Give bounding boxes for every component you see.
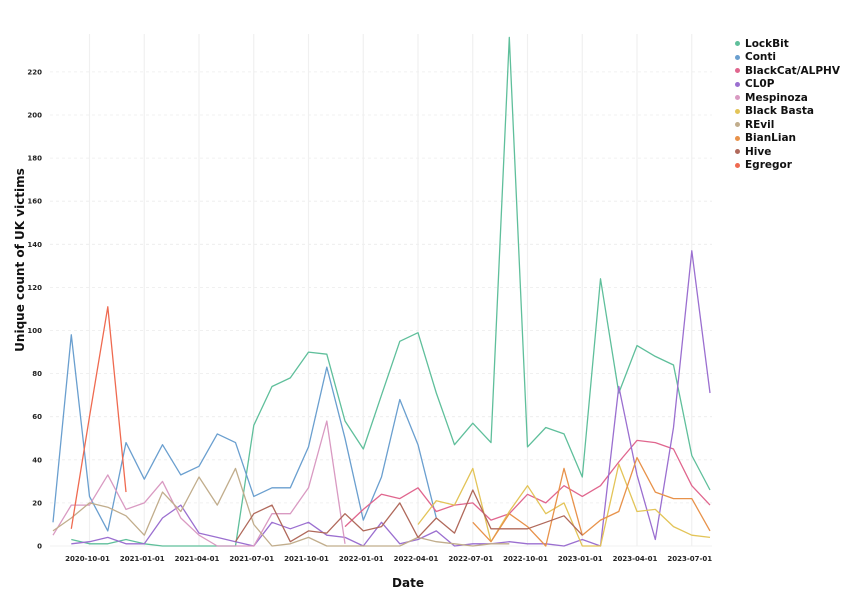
y-tick-label: 180 xyxy=(27,155,42,163)
y-axis-title: Unique count of UK victims xyxy=(13,168,27,352)
legend-label: Hive xyxy=(745,145,772,158)
y-tick-label: 140 xyxy=(27,241,42,249)
series-line-mespinoza xyxy=(52,420,346,547)
legend-dot-icon xyxy=(735,68,740,74)
x-tick-label: 2023-04-01 xyxy=(613,555,658,563)
y-tick-label: 120 xyxy=(27,284,42,292)
x-axis-title: Date xyxy=(392,576,424,590)
x-axis: 2020-10-01 2021-01-01 2021-04-01 2021-07-01… xyxy=(65,555,712,563)
legend-dot-icon xyxy=(735,122,740,128)
legend-item-hive[interactable]: Hive xyxy=(735,145,840,159)
series-line-cl0p xyxy=(71,250,711,547)
legend-label: Conti xyxy=(745,51,777,64)
y-tick-label: 40 xyxy=(32,456,42,464)
legend-label: REvil xyxy=(745,118,775,131)
series-lines xyxy=(52,36,711,547)
series-line-blackcat-alphv xyxy=(344,439,711,528)
x-tick-label: 2020-10-01 xyxy=(65,555,110,563)
legend-item-egregor[interactable]: Egregor xyxy=(735,159,840,173)
series-line-hive xyxy=(234,489,583,543)
legend-item-black-basta[interactable]: Black Basta xyxy=(735,105,840,119)
legend-dot-icon xyxy=(735,54,740,60)
x-tick-label: 2022-07-01 xyxy=(448,555,493,563)
y-axis: 0 20 40 60 80 100 120 140 160 180 200 220 xyxy=(27,68,42,550)
x-tick-label: 2021-01-01 xyxy=(120,555,165,563)
grid xyxy=(50,34,712,547)
x-tick-label: 2022-10-01 xyxy=(503,555,548,563)
x-tick-label: 2021-07-01 xyxy=(229,555,274,563)
legend-dot-icon xyxy=(735,81,740,87)
legend-dot-icon xyxy=(735,108,740,114)
legend-item-conti[interactable]: Conti xyxy=(735,51,840,65)
x-tick-label: 2021-04-01 xyxy=(175,555,220,563)
legend-dot-icon xyxy=(735,41,740,47)
y-tick-label: 0 xyxy=(37,543,42,551)
legend-dot-icon xyxy=(735,162,740,168)
legend-item-revil[interactable]: REvil xyxy=(735,118,840,132)
x-tick-label: 2022-01-01 xyxy=(339,555,384,563)
series-line-black-basta xyxy=(417,463,711,547)
legend-label: CL0P xyxy=(745,78,775,91)
x-tick-label: 2023-01-01 xyxy=(558,555,603,563)
legend-dot-icon xyxy=(735,95,740,101)
series-line-revil xyxy=(52,467,510,547)
series-line-conti xyxy=(52,334,437,532)
legend-item-blackcat-alphv[interactable]: BlackCat/ALPHV xyxy=(735,64,840,78)
legend-item-lockbit[interactable]: LockBit xyxy=(735,37,840,51)
series-line-lockbit xyxy=(71,36,711,547)
x-tick-label: 2021-10-01 xyxy=(284,555,329,563)
y-tick-label: 220 xyxy=(27,68,42,76)
series-line-egregor xyxy=(70,306,127,529)
y-tick-label: 100 xyxy=(27,327,42,335)
y-tick-label: 80 xyxy=(32,370,42,378)
legend: LockBit Conti BlackCat/ALPHV CL0P Mespinoza B… xyxy=(735,37,840,172)
y-tick-label: 200 xyxy=(27,112,42,120)
legend-label: Mespinoza xyxy=(745,91,808,104)
y-tick-label: 60 xyxy=(32,413,42,421)
x-tick-label: 2023-07-01 xyxy=(667,555,712,563)
x-tick-label: 2022-04-01 xyxy=(394,555,439,563)
legend-label: Egregor xyxy=(745,159,792,172)
legend-label: BianLian xyxy=(745,132,797,145)
series-line-bianlian xyxy=(472,456,711,547)
legend-item-bianlian[interactable]: BianLian xyxy=(735,132,840,146)
legend-item-cl0p[interactable]: CL0P xyxy=(735,78,840,92)
y-tick-label: 20 xyxy=(32,499,42,507)
legend-item-mespinoza[interactable]: Mespinoza xyxy=(735,91,840,105)
legend-label: BlackCat/ALPHV xyxy=(745,64,840,77)
legend-dot-icon xyxy=(735,149,740,155)
legend-dot-icon xyxy=(735,135,740,141)
legend-label: Black Basta xyxy=(745,105,814,118)
legend-label: LockBit xyxy=(745,37,789,50)
y-tick-label: 160 xyxy=(27,198,42,206)
